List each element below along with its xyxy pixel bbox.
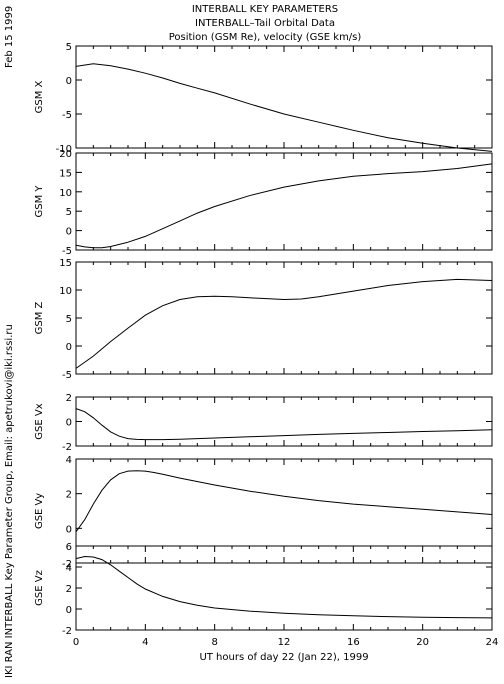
series-line bbox=[75, 278, 493, 369]
y-tick-label: 15 bbox=[59, 258, 72, 269]
y-axis-label: GSE Vz bbox=[34, 570, 45, 606]
y-tick-label: 10 bbox=[59, 286, 72, 297]
y-tick-label: 2 bbox=[66, 490, 72, 501]
x-tick-label: 24 bbox=[486, 637, 499, 648]
x-tick-label: 16 bbox=[347, 637, 360, 648]
y-tick-label: 6 bbox=[66, 542, 72, 553]
x-tick-label: 8 bbox=[211, 637, 217, 648]
y-tick-label: 0 bbox=[66, 524, 72, 535]
y-tick-label: 20 bbox=[59, 149, 72, 160]
x-axis-label: UT hours of day 22 (Jan 22), 1999 bbox=[199, 652, 368, 663]
y-axis-label: GSE Vy bbox=[34, 493, 45, 529]
y-tick-label: 4 bbox=[66, 455, 72, 466]
y-tick-label: 4 bbox=[66, 563, 72, 574]
y-axis-label: GSM Y bbox=[34, 185, 45, 218]
y-tick-label: 15 bbox=[59, 168, 72, 179]
series-line bbox=[75, 163, 493, 249]
y-tick-label: 5 bbox=[66, 207, 72, 218]
y-tick-label: 2 bbox=[66, 393, 72, 404]
x-tick-label: 4 bbox=[142, 637, 148, 648]
y-tick-label: -2 bbox=[62, 559, 72, 570]
panel-frame bbox=[75, 261, 493, 375]
y-tick-label: 2 bbox=[66, 584, 72, 595]
x-tick-label: 12 bbox=[278, 637, 291, 648]
y-tick-label: 0 bbox=[66, 342, 72, 353]
y-tick-label: -2 bbox=[62, 442, 72, 453]
y-axis-label: GSE Vx bbox=[34, 403, 45, 439]
y-tick-label: 10 bbox=[59, 188, 72, 199]
panel-frame bbox=[75, 45, 493, 149]
y-tick-label: 0 bbox=[66, 605, 72, 616]
series-line bbox=[75, 63, 493, 152]
y-tick-label: 5 bbox=[66, 314, 72, 325]
y-tick-label: -5 bbox=[62, 110, 72, 121]
title-line-3: Position (GSM Re), velocity (GSE km/s) bbox=[169, 32, 362, 43]
y-tick-label: -2 bbox=[62, 626, 72, 637]
y-tick-label: 0 bbox=[66, 418, 72, 429]
y-tick-label: -10 bbox=[56, 144, 72, 155]
y-tick-label: -5 bbox=[62, 246, 72, 257]
y-axis-label: GSM Z bbox=[34, 301, 45, 334]
y-axis-label: GSM X bbox=[34, 80, 45, 113]
series-line bbox=[75, 555, 493, 619]
x-tick-label: 0 bbox=[73, 637, 79, 648]
x-tick-label: 20 bbox=[416, 637, 429, 648]
series-line bbox=[75, 470, 493, 533]
y-tick-label: -5 bbox=[62, 370, 72, 381]
date-label: Feb 15 1999 bbox=[4, 6, 15, 68]
y-tick-label: 0 bbox=[66, 227, 72, 238]
series-line bbox=[75, 408, 493, 441]
title-line-2: INTERBALL–Tail Orbital Data bbox=[195, 18, 335, 29]
credit-label: IKI RAN INTERBALL Key Parameter Group, E… bbox=[4, 324, 15, 678]
panel-frame bbox=[75, 396, 493, 447]
title-line-1: INTERBALL KEY PARAMETERS bbox=[192, 4, 338, 15]
y-tick-label: 5 bbox=[66, 42, 72, 53]
panel-frame bbox=[75, 152, 493, 251]
y-tick-label: 0 bbox=[66, 76, 72, 87]
